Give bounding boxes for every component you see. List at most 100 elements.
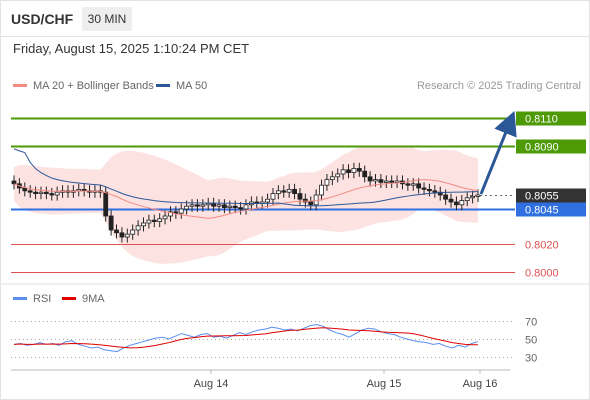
candle-body <box>184 205 190 210</box>
ma50-swatch <box>156 83 170 87</box>
candle-body <box>351 167 357 173</box>
candle-body <box>162 215 168 220</box>
candle-body <box>227 205 233 208</box>
level-label: 0.8055 <box>525 191 559 203</box>
level-tag-resistance <box>516 111 586 126</box>
candle-body <box>232 205 238 208</box>
rsi-line <box>13 324 479 353</box>
candle-body <box>238 207 244 210</box>
candle-body <box>427 188 432 192</box>
candle-body <box>178 208 184 214</box>
candle-body <box>81 188 87 192</box>
x-axis-label: Aug 14 <box>194 378 229 390</box>
level-label: 0.8090 <box>525 142 559 154</box>
candle-body <box>76 188 82 192</box>
candle-body <box>124 233 130 238</box>
candle-body <box>130 229 136 235</box>
symbol-label: USD/CHF <box>11 11 74 27</box>
ma9-swatch <box>62 296 76 300</box>
chart-datetime: Friday, August 15, 2025 1:10:24 PM CET <box>13 41 250 56</box>
candle-body <box>286 188 292 193</box>
copyright-text: Research © 2025 Trading Central <box>416 80 581 92</box>
candle-body <box>222 204 227 209</box>
legend-9ma: 9MA <box>62 293 105 305</box>
candle-body <box>373 179 378 182</box>
candle-body <box>346 169 351 174</box>
candle-body <box>211 202 217 207</box>
candle-body <box>410 183 416 186</box>
rsi-9ma-line <box>13 327 478 349</box>
candle-body <box>297 193 303 200</box>
rsi-level-label: 50 <box>525 335 537 347</box>
candle-body <box>383 180 389 183</box>
candle-body <box>329 176 335 181</box>
candle-body <box>281 190 287 193</box>
candle-body <box>43 191 49 194</box>
candle-body <box>103 191 109 217</box>
candle-body <box>119 232 125 238</box>
candle-body <box>389 180 395 183</box>
x-axis-label: Aug 16 <box>463 378 498 390</box>
candle-body <box>54 191 60 196</box>
candle-body <box>470 195 476 199</box>
candle-body <box>275 190 281 195</box>
candle-body <box>378 179 384 183</box>
ma20-label: MA 20 + Bollinger Bands <box>33 80 154 92</box>
candle-body <box>168 211 173 217</box>
candle-body <box>356 167 362 172</box>
candle-body <box>394 180 400 183</box>
candle-body <box>151 219 157 222</box>
candle-body <box>49 193 55 196</box>
legend-ma50: MA 50 <box>156 80 207 92</box>
candle-body <box>367 176 373 182</box>
candle-body <box>114 229 119 234</box>
ma20-swatch <box>13 83 27 87</box>
level-label: 0.8000 <box>525 268 559 280</box>
candle-body <box>421 187 427 190</box>
level-label: 0.8110 <box>525 114 558 126</box>
ma20-line <box>13 179 479 219</box>
candle-body <box>362 170 368 178</box>
candle-body <box>173 211 179 214</box>
candle-body <box>146 219 152 224</box>
candle-body <box>335 173 341 178</box>
candle-body <box>38 191 44 194</box>
candle-body <box>33 191 38 194</box>
ma50-label: MA 50 <box>176 80 208 92</box>
timeframe-button[interactable]: 30 MIN <box>82 7 132 31</box>
candle-body <box>324 179 330 186</box>
level-tag-current <box>516 188 586 203</box>
candle-body <box>265 198 270 203</box>
level-label: 0.8045 <box>525 205 559 217</box>
candle-body <box>454 201 459 206</box>
top-bar <box>0 0 590 37</box>
candle-body <box>200 204 206 207</box>
candle-body <box>157 218 163 223</box>
candle-body <box>340 169 346 175</box>
candle-body <box>308 201 314 206</box>
candle-body <box>205 202 211 206</box>
candle-body <box>432 190 438 193</box>
level-label: 0.8020 <box>525 240 559 252</box>
candle-body <box>243 204 249 210</box>
candle-body <box>270 193 276 200</box>
rsi-level-label: 30 <box>525 353 537 365</box>
level-tag-pivot <box>516 202 586 217</box>
ma50-line <box>13 148 479 207</box>
candle-body <box>292 188 297 194</box>
candle-body <box>195 204 200 207</box>
candle-body <box>448 198 454 203</box>
rsi-level-label: 70 <box>525 317 537 329</box>
candle-body <box>11 180 17 185</box>
legend-ma20: MA 20 + Bollinger Bands <box>13 80 154 92</box>
projection-arrow <box>479 110 517 195</box>
candle-body <box>216 204 222 207</box>
candle-body <box>189 204 195 207</box>
candle-body <box>108 215 114 231</box>
rsi-label: RSI <box>33 293 52 305</box>
legend-rsi: RSI <box>13 293 51 305</box>
rsi-swatch <box>13 296 27 300</box>
x-axis-label: Aug 15 <box>367 378 402 390</box>
candle-body <box>22 187 28 192</box>
